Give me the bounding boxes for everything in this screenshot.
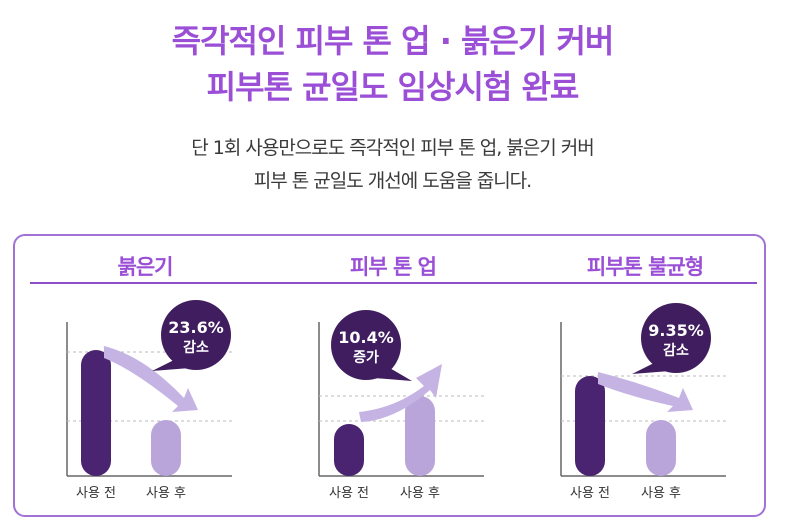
change-percent: 23.6% (168, 318, 224, 337)
tick-label: 사용 후 (400, 486, 440, 501)
trend-arrow-down (104, 346, 198, 412)
change-percent: 10.4% (338, 328, 394, 347)
bubble-tail (374, 367, 412, 381)
tick-label: 사용 전 (329, 486, 369, 501)
tick-label: 사용 후 (146, 486, 186, 501)
chart-title-redness: 붉은기 (117, 255, 174, 279)
headline-line-1: 즉각적인 피부 톤 업 · 붉은기 커버 (171, 22, 615, 60)
change-bubble (331, 310, 401, 380)
subtext-line-1: 단 1회 사용만으로도 즉각적인 피부 톤 업, 붉은기 커버 (191, 137, 595, 159)
bar-before (81, 350, 111, 476)
tick-label: 사용 전 (76, 486, 116, 501)
bar-before (334, 424, 364, 476)
bubble-tail (632, 362, 670, 374)
bar-after (646, 420, 676, 476)
change-direction: 감소 (183, 339, 209, 356)
panel-divider (30, 282, 757, 284)
change-direction: 증가 (353, 350, 379, 366)
bar-after (405, 396, 435, 476)
chart-title-unevenness: 피부톤 불균형 (586, 255, 704, 279)
chart-title-tone-up: 피부 톤 업 (350, 255, 437, 279)
subtext-line-2: 피부 톤 균일도 개선에 도움을 줍니다. (253, 170, 532, 192)
bubble-tail (152, 359, 190, 371)
headline-line-2: 피부톤 균일도 임상시험 완료 (206, 68, 580, 106)
trend-arrow-down (598, 372, 693, 412)
trend-arrow-up (359, 364, 442, 422)
change-direction: 감소 (663, 342, 689, 359)
tick-label: 사용 후 (641, 486, 681, 501)
change-bubble (641, 303, 711, 373)
results-panel (13, 234, 766, 517)
bar-before (575, 376, 605, 476)
tick-label: 사용 전 (570, 486, 610, 501)
change-bubble (161, 300, 231, 370)
change-percent: 9.35% (648, 321, 704, 340)
bar-after (151, 420, 181, 476)
